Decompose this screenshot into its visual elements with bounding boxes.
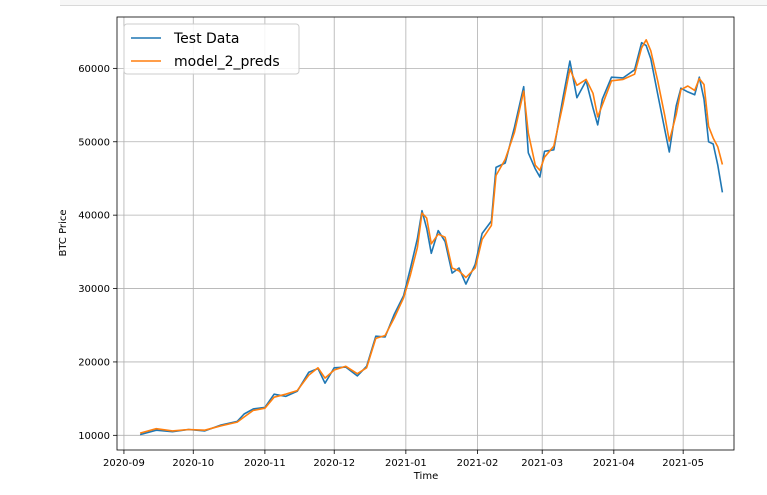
cell-toolbar-strip [60,0,767,6]
series-line-model-2-preds [139,39,724,434]
x-tick-label: 2021-02 [457,458,499,469]
legend-box [123,23,300,75]
y-axis-ticks: 10000 20000 30000 40000 50000 60000 [78,64,117,442]
x-tick-label: 2021-03 [521,458,563,469]
y-tick-label: 50000 [78,137,110,148]
y-tick-label: 10000 [78,431,110,442]
x-tick-label: 2021-04 [593,458,635,469]
plot-background [117,17,734,450]
x-tick-label: 2021-01 [385,458,427,469]
y-axis-title: BTC Price [58,210,69,257]
plot-frame [116,16,735,451]
series-line-test-data [139,41,724,436]
x-tick-label: 2021-05 [662,458,704,469]
y-tick-label: 30000 [78,284,110,295]
y-tick-label: 40000 [78,211,110,222]
grid-lines [117,17,734,450]
x-tick-label: 2020-09 [103,458,145,469]
x-tick-label: 2020-10 [172,458,214,469]
y-tick-label: 60000 [78,64,110,75]
x-axis-ticks: 2020-09 2020-10 2020-11 2020-12 2021-01 2021-… [103,450,704,469]
legend: Test Data model_2_preds [123,23,300,75]
legend-label-model-2-preds: model_2_preds [174,54,280,70]
y-tick-label: 20000 [78,357,110,368]
x-tick-label: 2020-12 [313,458,355,469]
series-layer [139,39,724,436]
x-tick-label: 2020-11 [244,458,286,469]
legend-label-test-data: Test Data [173,31,239,47]
x-axis-title: Time [413,471,438,482]
